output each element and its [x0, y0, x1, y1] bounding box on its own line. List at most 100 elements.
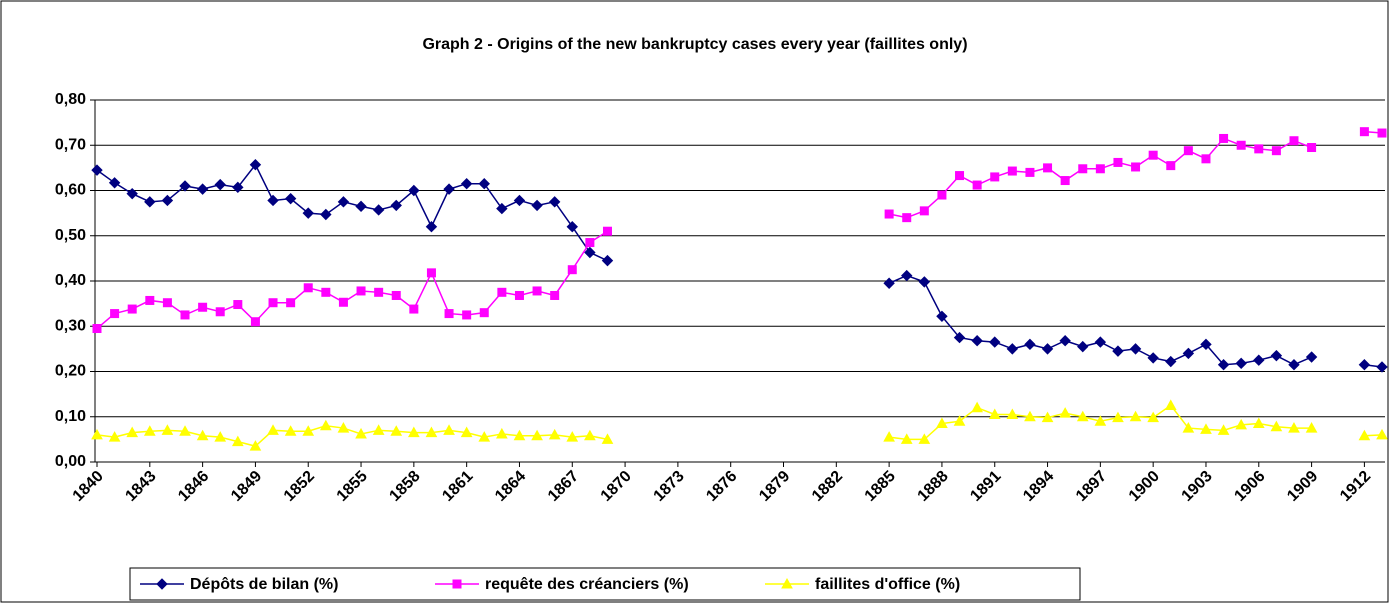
data-point: [460, 178, 473, 190]
data-point: [1025, 167, 1035, 177]
data-point: [161, 424, 174, 435]
data-point: [1288, 359, 1300, 371]
data-point: [479, 308, 489, 318]
data-point: [1270, 349, 1283, 362]
data-point: [513, 429, 526, 441]
data-point: [408, 184, 420, 197]
data-point: [1307, 143, 1317, 153]
data-point: [268, 298, 278, 308]
data-point: [196, 183, 209, 195]
data-point: [214, 178, 226, 191]
data-point: [1041, 343, 1054, 355]
data-point: [1076, 410, 1089, 422]
data-point: [161, 194, 174, 207]
data-point: [1129, 343, 1142, 355]
data-point: [566, 220, 578, 233]
data-point: [1253, 354, 1265, 366]
legend-label: faillites d'office (%): [815, 576, 960, 593]
data-point: [249, 440, 262, 451]
data-point: [1094, 415, 1107, 426]
data-point: [901, 269, 913, 282]
y-tick-label: 0,00: [55, 453, 86, 470]
data-point: [883, 431, 895, 442]
data-point: [214, 431, 227, 442]
data-point: [497, 287, 507, 297]
data-point: [320, 208, 332, 221]
data-point: [602, 226, 612, 236]
data-point: [1217, 359, 1230, 371]
data-point: [1376, 428, 1388, 440]
data-point: [1183, 146, 1193, 156]
data-point: [374, 287, 384, 297]
legend-marker: [452, 579, 462, 589]
data-point: [1024, 410, 1036, 422]
data-point: [355, 200, 367, 213]
data-point: [144, 196, 156, 208]
data-point: [548, 428, 561, 440]
data-point: [1358, 359, 1371, 371]
data-point: [884, 209, 894, 219]
data-point: [936, 310, 948, 323]
data-point: [196, 429, 209, 441]
data-point: [1358, 429, 1371, 441]
data-point: [356, 286, 366, 296]
data-point: [1219, 133, 1229, 143]
data-point: [460, 426, 473, 438]
data-point: [1182, 422, 1195, 433]
data-point: [127, 304, 137, 314]
data-point: [513, 194, 526, 207]
data-point: [990, 172, 1000, 182]
y-tick-label: 0,10: [55, 408, 86, 425]
data-point: [1112, 411, 1124, 423]
y-tick-label: 0,80: [55, 91, 86, 108]
data-point: [496, 427, 508, 439]
data-point: [302, 425, 315, 436]
data-point: [1148, 150, 1158, 160]
data-point: [1288, 422, 1300, 433]
y-tick-label: 0,20: [55, 363, 86, 380]
data-point: [902, 213, 912, 223]
data-point: [108, 177, 121, 189]
data-point: [601, 433, 614, 444]
y-tick-label: 0,40: [55, 272, 86, 289]
data-point: [1377, 128, 1387, 138]
data-point: [1270, 420, 1283, 432]
legend-label: Dépôts de bilan (%): [190, 576, 338, 593]
data-point: [936, 417, 948, 429]
data-point: [91, 164, 103, 176]
data-point: [496, 202, 508, 215]
data-point: [531, 429, 543, 441]
data-point: [425, 426, 438, 438]
data-point: [443, 183, 455, 195]
data-point: [391, 290, 401, 300]
data-point: [1165, 355, 1177, 368]
data-point: [1131, 162, 1141, 172]
data-point: [231, 435, 244, 447]
data-point: [584, 246, 596, 259]
data-point: [179, 180, 191, 192]
data-point: [355, 427, 367, 439]
data-point: [145, 295, 155, 305]
data-point: [972, 180, 982, 190]
data-point: [409, 304, 419, 314]
data-point: [584, 429, 596, 441]
data-point: [953, 415, 966, 426]
data-point: [1217, 424, 1230, 435]
data-point: [179, 425, 191, 436]
data-point: [514, 290, 524, 300]
data-point: [1041, 411, 1054, 423]
data-point: [443, 424, 455, 435]
data-point: [1235, 357, 1247, 370]
data-point: [953, 331, 966, 344]
y-tick-label: 0,30: [55, 317, 86, 334]
y-tick-label: 0,50: [55, 227, 86, 244]
y-tick-label: 0,70: [55, 136, 86, 153]
data-point: [531, 199, 543, 212]
data-point: [444, 309, 454, 319]
data-point: [971, 335, 983, 347]
data-point: [918, 276, 931, 288]
legend-marker: [156, 578, 168, 590]
data-point: [390, 199, 402, 212]
data-point: [232, 181, 244, 194]
